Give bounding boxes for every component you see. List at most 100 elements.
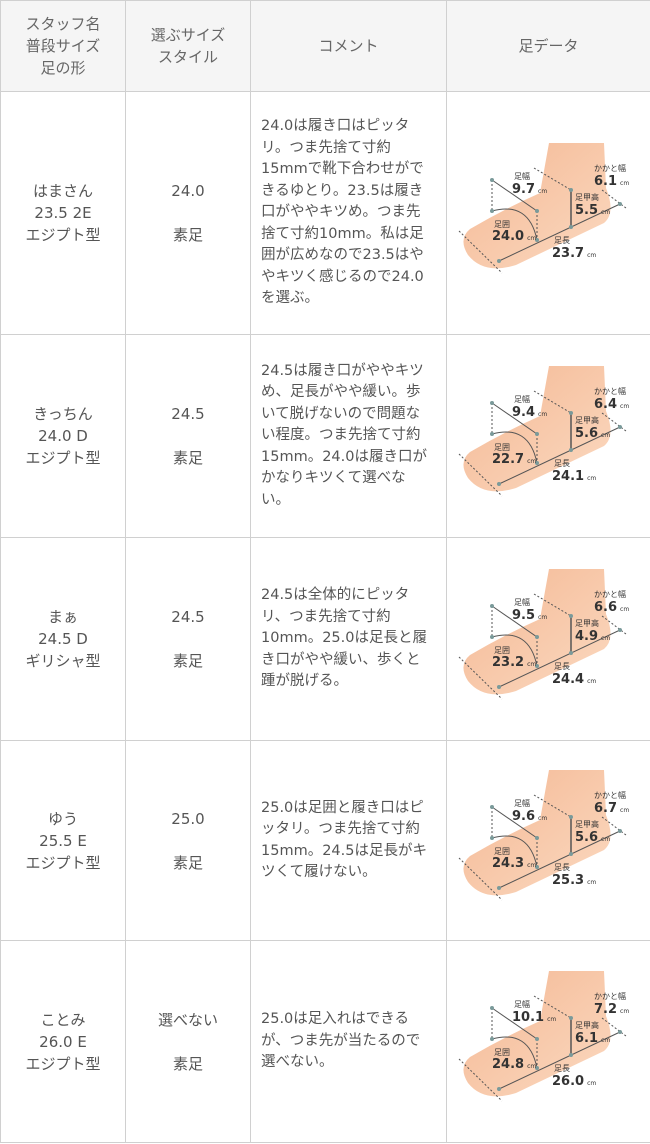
label-instep: 足甲高 <box>575 192 599 202</box>
usual-size: 25.5 E <box>39 831 87 850</box>
comment-cell: 24.0は履き口はピッタリ。つま先捨て寸約15mmで靴下合わせができるゆとり。2… <box>250 91 447 335</box>
foot-shape: エジプト型 <box>25 226 101 244</box>
label-heel: かかと幅 <box>594 589 626 599</box>
header-size: 選ぶサイズ スタイル <box>125 0 251 92</box>
label-length: 足長 <box>554 1064 570 1073</box>
staff-cell: はまさん 23.5 2E エジプト型 <box>0 91 126 335</box>
foot-shape: ギリシャ型 <box>25 652 101 670</box>
header-usual-size: 普段サイズ <box>25 37 101 55</box>
foot-data-cell: 足幅 9.6 cm かかと幅 6.7 cm 足甲高 5.6 cm 足囲 24.3 cm … <box>446 740 650 941</box>
header-comment: コメント <box>250 0 447 92</box>
style: 素足 <box>172 226 203 244</box>
label-heel: かかと幅 <box>594 790 626 800</box>
foot-shape: エジプト型 <box>25 449 101 467</box>
header-row: スタッフ名普段サイズ足の形 選ぶサイズスタイル コメント 足データ <box>0 0 650 92</box>
label-girth: 足囲 <box>494 443 510 452</box>
staff-row: はまさん 23.5 2E エジプト型 24.0 素足 24.0は履き口はピッタリ。つま… <box>0 91 650 335</box>
foot-data-cell: 足幅 9.5 cm かかと幅 6.6 cm 足甲高 4.9 cm 足囲 23.2 cm … <box>446 537 650 741</box>
foot-shape <box>462 568 611 694</box>
staff-name: ことみ <box>40 1010 86 1029</box>
staff-cell: ゆう 25.5 E エジプト型 <box>0 740 126 941</box>
staff-row: ことみ 26.0 E エジプト型 選べない素足 25.0は足入れはできるが、つま先が… <box>0 940 650 1143</box>
staff-row: まぁ 24.5 D ギリシャ型 24.5 素足 24.5は全体的にピッタリ、つま先捨て… <box>0 537 650 741</box>
value-heel: 6.4 cm <box>594 397 629 412</box>
label-length: 足長 <box>554 459 570 468</box>
chosen-size: 24.0 <box>171 182 205 200</box>
staff-name: きっちん <box>33 405 93 423</box>
header-staff-name: スタッフ名 <box>25 15 101 33</box>
comment-cell: 24.5は全体的にピッタリ、つま先捨て寸約10mm。25.0は足長と履き口がやや… <box>250 537 447 741</box>
staff-cell: きっちん 24.0 D エジプト型 <box>0 334 126 538</box>
label-heel: かかと幅 <box>594 163 626 173</box>
label-instep: 足甲高 <box>575 415 599 425</box>
label-length: 足長 <box>554 662 570 671</box>
value-heel: 6.1 cm <box>594 174 629 189</box>
label-instep: 足甲高 <box>575 1020 599 1030</box>
label-width: 足幅 <box>514 597 530 607</box>
staff-row: ゆう 25.5 E エジプト型 25.0 素足 25.0は足囲と履き口はピッタリ。つま… <box>0 740 650 941</box>
chosen-size: 24.5 <box>171 405 205 423</box>
foot-diagram: 足幅 10.1 cm かかと幅 7.2 cm 足甲高 6.1 cm 足囲 24.8 cm… <box>458 971 629 1102</box>
foot-shape <box>462 142 611 268</box>
foot-shape: エジプト型 <box>25 1054 101 1073</box>
size-cell: 25.0 素足 <box>125 740 251 941</box>
value-length: 26.0 cm <box>552 1074 596 1089</box>
foot-shape <box>462 770 611 896</box>
header-chosen-size: 選ぶサイズ <box>150 26 226 44</box>
value-length: 24.1 cm <box>552 469 596 484</box>
foot-diagram: 足幅 9.5 cm かかと幅 6.6 cm 足甲高 4.9 cm 足囲 23.2 cm … <box>458 568 629 699</box>
value-heel: 6.7 cm <box>594 801 629 816</box>
staff-name: はまさん <box>32 182 93 200</box>
label-heel: かかと幅 <box>594 991 626 1001</box>
label-width: 足幅 <box>514 798 530 808</box>
header-style: スタイル <box>157 48 218 66</box>
staff-name: ゆう <box>47 809 78 828</box>
foot-diagram: 足幅 9.4 cm かかと幅 6.4 cm 足甲高 5.6 cm 足囲 22.7 cm … <box>458 365 629 496</box>
style: 素足 <box>172 449 203 467</box>
label-girth: 足囲 <box>494 1048 510 1057</box>
label-length: 足長 <box>554 236 570 245</box>
label-instep: 足甲高 <box>575 819 599 829</box>
staff-name: まぁ <box>47 608 78 626</box>
style: 素足 <box>172 652 203 670</box>
value-length: 23.7 cm <box>552 246 596 261</box>
usual-size: 24.5 D <box>38 630 88 648</box>
label-heel: かかと幅 <box>594 386 626 396</box>
foot-shape <box>462 365 611 491</box>
foot-shape <box>462 971 611 1097</box>
size-cell: 24.0 素足 <box>125 91 251 335</box>
foot-data-cell: 足幅 9.7 cm かかと幅 6.1 cm 足甲高 5.5 cm 足囲 24.0 cm … <box>446 91 650 335</box>
style: 素足 <box>172 853 203 872</box>
label-girth: 足囲 <box>494 220 510 229</box>
staff-row: きっちん 24.0 D エジプト型 24.5 素足 24.5は履き口がややキツめ、足長… <box>0 334 650 538</box>
usual-size: 26.0 E <box>39 1032 87 1051</box>
foot-diagram: 足幅 9.6 cm かかと幅 6.7 cm 足甲高 5.6 cm 足囲 24.3 cm … <box>458 770 629 901</box>
foot-diagram: 足幅 9.7 cm かかと幅 6.1 cm 足甲高 5.5 cm 足囲 24.0 cm … <box>458 142 629 273</box>
comment-cell: 25.0は足囲と履き口はピッタリ。つま先捨て寸約15mm。24.5は足長がキツく… <box>250 740 447 941</box>
value-heel: 7.2 cm <box>594 1002 629 1017</box>
label-width: 足幅 <box>514 999 530 1009</box>
foot-shape: エジプト型 <box>25 853 101 872</box>
label-instep: 足甲高 <box>575 618 599 628</box>
chosen-size: 選べない <box>157 1010 218 1029</box>
comment-cell: 25.0は足入れはできるが、つま先が当たるので選べない。 <box>250 940 447 1143</box>
size-cell: 24.5 素足 <box>125 537 251 741</box>
label-width: 足幅 <box>514 171 530 181</box>
label-girth: 足囲 <box>494 847 510 856</box>
chosen-size: 25.0 <box>171 809 205 828</box>
usual-size: 23.5 2E <box>34 204 92 222</box>
label-girth: 足囲 <box>494 646 510 655</box>
size-cell: 24.5 素足 <box>125 334 251 538</box>
staff-cell: まぁ 24.5 D ギリシャ型 <box>0 537 126 741</box>
header-foot-shape: 足の形 <box>40 59 86 77</box>
label-length: 足長 <box>554 863 570 872</box>
foot-data-cell: 足幅 10.1 cm かかと幅 7.2 cm 足甲高 6.1 cm 足囲 24.8 cm… <box>446 940 650 1143</box>
comment-cell: 24.5は履き口がややキツめ、足長がやや緩い。歩いて脱げないので問題ない程度。つ… <box>250 334 447 538</box>
header-foot-data: 足データ <box>446 0 650 92</box>
value-heel: 6.6 cm <box>594 600 629 615</box>
staff-cell: ことみ 26.0 E エジプト型 <box>0 940 126 1143</box>
label-width: 足幅 <box>514 394 530 404</box>
value-length: 25.3 cm <box>552 873 596 888</box>
style: 素足 <box>172 1054 203 1073</box>
